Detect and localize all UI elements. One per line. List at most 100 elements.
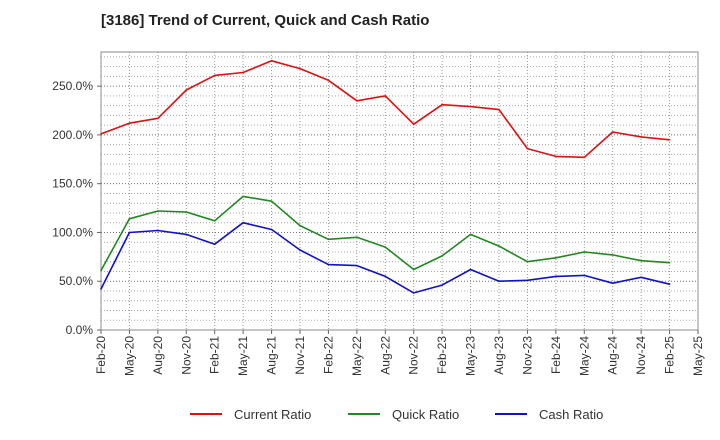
data-point-cash-ratio [384, 275, 387, 278]
x-axis-ticks: Feb-20 May-20 Aug-20 Nov-20 Feb-21 May-21 Aug-… [94, 330, 705, 376]
data-point-quick-ratio [668, 261, 671, 264]
data-point-current-ratio [441, 103, 443, 106]
data-point-quick-ratio [299, 224, 301, 227]
data-point-current-ratio [185, 89, 188, 91]
legend-label-current-ratio: Current Ratio [234, 407, 311, 422]
x-tick-label: May-20 [122, 336, 136, 376]
data-point-quick-ratio [441, 255, 443, 257]
x-tick-label: Nov-23 [520, 336, 534, 375]
data-point-quick-ratio [185, 211, 188, 213]
y-axis-ticks: 0.0% 50.0% 100.0% 150.0% 200.0% 250.0% [52, 79, 101, 337]
data-point-quick-ratio [384, 246, 387, 248]
x-tick-label: Nov-24 [634, 336, 648, 375]
y-tick-label: 250.0% [52, 79, 93, 93]
chart-title: [3186] Trend of Current, Quick and Cash … [101, 12, 430, 29]
data-point-current-ratio [327, 79, 330, 82]
x-tick-label: Feb-20 [94, 336, 108, 374]
data-point-cash-ratio [611, 282, 614, 284]
data-point-cash-ratio [555, 275, 557, 278]
plot-area [100, 51, 699, 331]
data-point-cash-ratio [128, 231, 131, 234]
x-tick-label: Feb-24 [549, 336, 563, 374]
data-point-current-ratio [555, 155, 557, 158]
x-tick-label: May-24 [577, 336, 591, 376]
data-point-cash-ratio [185, 233, 188, 236]
x-tick-label: May-25 [691, 336, 705, 376]
x-tick-label: Feb-23 [435, 336, 449, 374]
data-point-cash-ratio [498, 280, 500, 283]
data-point-cash-ratio [412, 292, 415, 294]
data-point-current-ratio [583, 156, 586, 159]
data-point-quick-ratio [270, 200, 273, 203]
data-point-current-ratio [526, 147, 529, 150]
x-tick-label: Nov-22 [407, 336, 421, 375]
data-point-cash-ratio [640, 276, 642, 279]
x-tick-label: Aug-22 [378, 336, 392, 375]
legend-label-quick-ratio: Quick Ratio [392, 407, 459, 422]
data-point-quick-ratio [100, 269, 102, 272]
data-point-quick-ratio [242, 195, 244, 198]
data-point-cash-ratio [242, 221, 244, 224]
x-tick-label: May-22 [350, 336, 364, 376]
data-point-cash-ratio [213, 243, 216, 245]
x-tick-label: Aug-21 [265, 336, 279, 375]
data-point-quick-ratio [583, 251, 586, 253]
data-point-cash-ratio [469, 268, 472, 271]
data-point-current-ratio [498, 108, 500, 111]
legend: Current Ratio Quick Ratio Cash Ratio [190, 407, 603, 422]
x-tick-label: Feb-21 [208, 336, 222, 374]
data-point-current-ratio [668, 138, 671, 141]
y-tick-label: 150.0% [52, 177, 93, 191]
data-point-current-ratio [469, 105, 472, 108]
data-point-current-ratio [384, 95, 387, 97]
x-tick-label: Aug-20 [151, 336, 165, 375]
y-tick-label: 50.0% [59, 274, 93, 288]
data-point-quick-ratio [640, 259, 642, 262]
x-tick-label: Feb-22 [321, 336, 335, 374]
x-tick-label: Nov-20 [179, 336, 193, 375]
data-point-quick-ratio [157, 210, 159, 212]
data-point-cash-ratio [299, 249, 301, 251]
data-point-current-ratio [356, 99, 358, 102]
data-point-current-ratio [270, 59, 273, 62]
data-point-quick-ratio [611, 254, 614, 256]
data-point-quick-ratio [498, 245, 500, 247]
y-tick-label: 200.0% [52, 128, 93, 142]
data-point-cash-ratio [327, 263, 330, 266]
data-point-cash-ratio [668, 283, 671, 285]
data-point-current-ratio [640, 136, 642, 138]
legend-label-cash-ratio: Cash Ratio [539, 407, 603, 422]
grid [100, 52, 699, 330]
data-point-current-ratio [157, 117, 159, 120]
data-point-current-ratio [412, 123, 415, 125]
data-point-current-ratio [213, 74, 216, 77]
x-tick-label: Aug-24 [606, 336, 620, 375]
data-point-quick-ratio [356, 236, 358, 239]
data-point-cash-ratio [270, 228, 273, 231]
data-point-cash-ratio [100, 288, 102, 290]
data-point-quick-ratio [327, 238, 330, 241]
data-point-quick-ratio [555, 257, 557, 259]
data-point-cash-ratio [583, 274, 586, 277]
data-point-current-ratio [128, 122, 131, 125]
data-point-cash-ratio [441, 284, 443, 286]
x-tick-label: Aug-23 [492, 336, 506, 375]
x-tick-label: May-23 [464, 336, 478, 376]
data-point-quick-ratio [213, 219, 216, 222]
series-lines [100, 59, 671, 294]
data-point-current-ratio [242, 71, 244, 74]
data-point-cash-ratio [157, 229, 159, 232]
data-point-current-ratio [100, 133, 102, 135]
data-point-quick-ratio [412, 268, 415, 271]
data-point-cash-ratio [356, 264, 358, 267]
x-tick-label: May-21 [236, 336, 250, 376]
x-tick-label: Nov-21 [293, 336, 307, 375]
y-tick-label: 0.0% [66, 323, 94, 337]
data-point-current-ratio [611, 131, 614, 133]
data-point-quick-ratio [128, 218, 131, 220]
data-point-current-ratio [299, 67, 301, 70]
x-tick-label: Feb-25 [663, 336, 677, 374]
y-tick-label: 100.0% [52, 225, 93, 239]
data-point-quick-ratio [469, 233, 472, 236]
